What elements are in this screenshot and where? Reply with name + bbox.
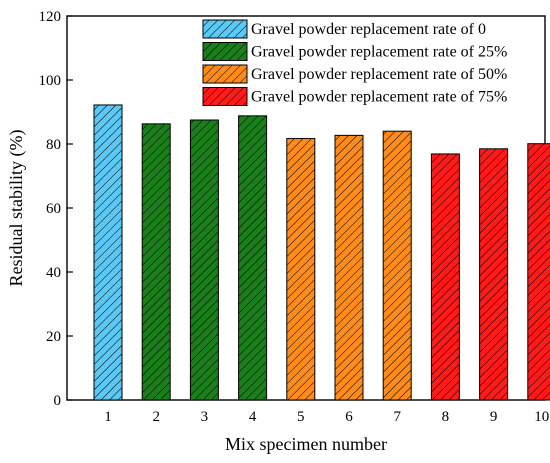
- legend-swatch-3: [202, 87, 248, 106]
- y-tick-label: 100: [39, 73, 62, 89]
- bar-4: [238, 115, 268, 401]
- x-tick-label: 5: [297, 409, 305, 425]
- bar-8: [430, 153, 460, 401]
- y-tick-label: 60: [46, 201, 61, 217]
- x-tick-label: 8: [442, 409, 450, 425]
- bar-2: [141, 123, 171, 401]
- legend-swatch-2: [202, 64, 248, 84]
- y-tick-label: 120: [39, 9, 62, 25]
- x-axis-label: Mix specimen number: [225, 434, 387, 454]
- x-tick-label: 10: [534, 409, 549, 425]
- y-tick-label: 20: [46, 329, 61, 345]
- x-tick-label: 9: [490, 409, 498, 425]
- legend-label-3: Gravel powder replacement rate of 75%: [251, 89, 507, 106]
- legend-swatch-0: [202, 19, 248, 39]
- bar-9: [479, 148, 509, 401]
- x-tick-label: 7: [393, 409, 401, 425]
- bar-6: [334, 134, 364, 401]
- legend-label-0: Gravel powder replacement rate of 0: [251, 21, 486, 38]
- y-tick-label: 80: [46, 137, 61, 153]
- legend-label-2: Gravel powder replacement rate of 50%: [251, 66, 507, 83]
- bar-10: [527, 143, 550, 401]
- legend: Gravel powder replacement rate of 0 Grave…: [202, 19, 507, 106]
- x-tick-label: 3: [201, 409, 209, 425]
- x-tick-label: 1: [104, 409, 112, 425]
- y-axis-label: Residual stability (%): [6, 130, 27, 287]
- legend-swatch-1: [202, 42, 248, 61]
- bars: [93, 104, 550, 401]
- bar-1: [93, 104, 123, 401]
- x-tick-label: 6: [345, 409, 353, 425]
- legend-label-1: Gravel powder replacement rate of 25%: [251, 44, 507, 61]
- bar-3: [189, 119, 219, 401]
- bar-5: [286, 138, 316, 401]
- x-tick-label: 4: [249, 409, 257, 425]
- y-tick-label: 40: [46, 265, 61, 281]
- y-axis: 0 20 40 60 80 100 120: [39, 9, 73, 409]
- bar-7: [382, 130, 412, 401]
- y-tick-label: 0: [54, 393, 62, 409]
- x-tick-label: 2: [152, 409, 160, 425]
